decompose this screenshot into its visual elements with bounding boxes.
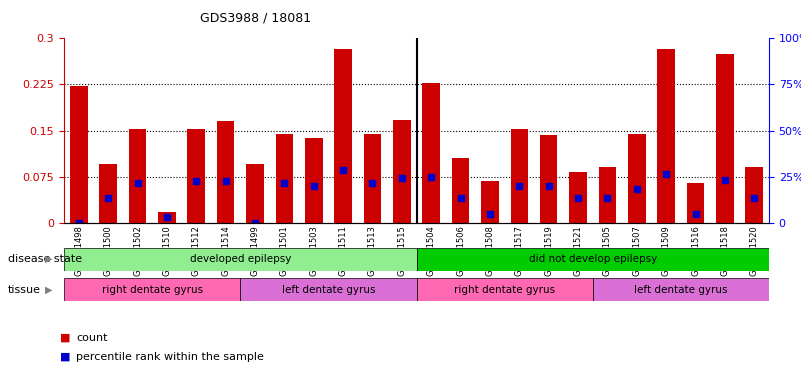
Bar [452,158,469,223]
Text: tissue: tissue [8,285,41,295]
FancyBboxPatch shape [240,278,417,301]
Text: did not develop epilepsy: did not develop epilepsy [529,254,657,264]
Text: developed epilepsy: developed epilepsy [190,254,291,264]
Text: count: count [76,333,107,343]
Bar [746,167,763,223]
Bar [305,138,323,223]
Text: left dentate gyrus: left dentate gyrus [634,285,727,295]
Bar [129,129,147,223]
Bar [658,49,675,223]
Text: percentile rank within the sample: percentile rank within the sample [76,352,264,362]
FancyBboxPatch shape [417,278,593,301]
Bar [70,86,87,223]
Bar [158,212,175,223]
Bar [510,129,528,223]
Text: right dentate gyrus: right dentate gyrus [102,285,203,295]
Bar [598,167,616,223]
Text: ▶: ▶ [45,254,52,264]
Bar [99,164,117,223]
Bar [422,83,440,223]
Bar [686,183,704,223]
Bar [716,54,734,223]
Text: GDS3988 / 18081: GDS3988 / 18081 [200,12,312,25]
Bar [628,134,646,223]
Bar [334,49,352,223]
Text: right dentate gyrus: right dentate gyrus [454,285,555,295]
Text: ■: ■ [60,333,70,343]
Bar [393,119,411,223]
Bar [217,121,235,223]
Bar [540,136,557,223]
Text: ▶: ▶ [45,285,52,295]
Bar [187,129,205,223]
Text: ■: ■ [60,352,70,362]
Bar [246,164,264,223]
Bar [570,172,587,223]
FancyBboxPatch shape [64,278,240,301]
Bar [276,134,293,223]
Bar [364,134,381,223]
Bar [481,181,499,223]
Text: disease state: disease state [8,254,83,264]
FancyBboxPatch shape [593,278,769,301]
FancyBboxPatch shape [417,248,769,271]
FancyBboxPatch shape [64,248,417,271]
Text: left dentate gyrus: left dentate gyrus [282,285,375,295]
